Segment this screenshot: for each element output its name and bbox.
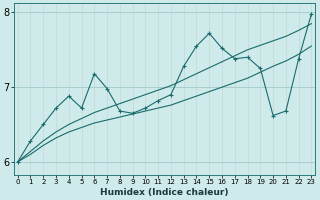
X-axis label: Humidex (Indice chaleur): Humidex (Indice chaleur): [100, 188, 229, 197]
